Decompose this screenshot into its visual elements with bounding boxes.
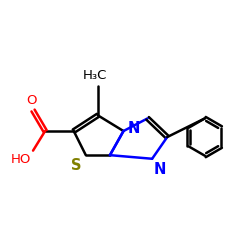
Text: S: S — [71, 158, 82, 172]
Text: O: O — [26, 94, 37, 107]
Text: H₃C: H₃C — [83, 69, 107, 82]
Text: HO: HO — [10, 153, 31, 166]
Text: N: N — [128, 121, 140, 136]
Text: N: N — [154, 162, 166, 177]
